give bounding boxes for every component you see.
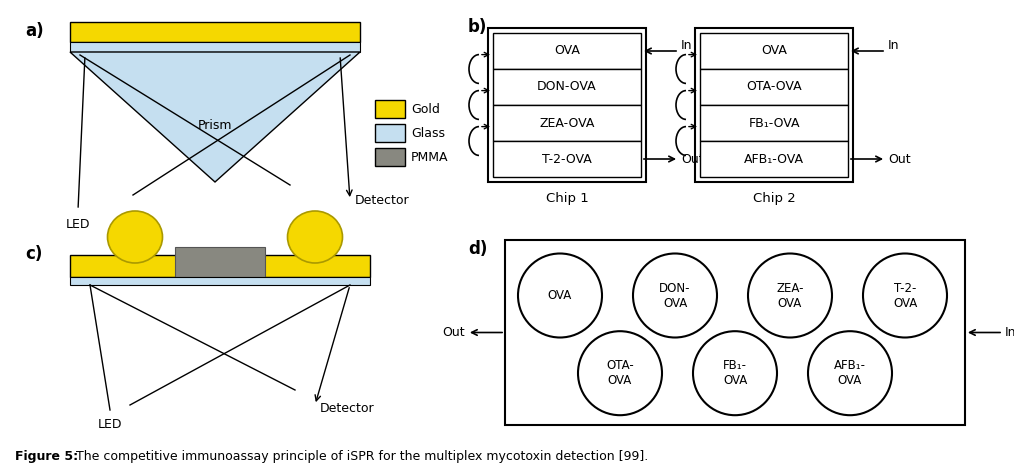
Text: FB₁-OVA: FB₁-OVA xyxy=(748,116,800,130)
Text: FB₁-
OVA: FB₁- OVA xyxy=(723,359,747,387)
Circle shape xyxy=(863,254,947,338)
Bar xyxy=(260,255,370,277)
Circle shape xyxy=(808,331,892,415)
Bar xyxy=(488,28,646,182)
Text: PMMA: PMMA xyxy=(411,150,448,164)
Bar xyxy=(375,100,405,118)
Bar xyxy=(375,148,405,166)
Text: DON-
OVA: DON- OVA xyxy=(659,281,691,309)
Bar xyxy=(70,255,180,277)
Text: b): b) xyxy=(468,18,488,36)
Text: The competitive immunoassay principle of iSPR for the multiplex mycotoxin detect: The competitive immunoassay principle of… xyxy=(72,450,648,463)
Polygon shape xyxy=(70,52,360,182)
Circle shape xyxy=(518,254,602,338)
Text: OVA: OVA xyxy=(554,44,580,58)
Text: c): c) xyxy=(25,245,43,263)
Text: In: In xyxy=(1005,326,1014,339)
Text: Detector: Detector xyxy=(320,402,374,414)
Text: Out: Out xyxy=(681,152,704,166)
Ellipse shape xyxy=(107,211,162,263)
Bar xyxy=(70,277,370,285)
Text: a): a) xyxy=(25,22,44,40)
Bar xyxy=(70,22,360,42)
Text: ZEA-OVA: ZEA-OVA xyxy=(539,116,594,130)
Text: OTA-
OVA: OTA- OVA xyxy=(606,359,634,387)
Text: AFB₁-
OVA: AFB₁- OVA xyxy=(834,359,866,387)
Bar xyxy=(700,141,848,177)
Bar xyxy=(493,141,641,177)
Bar xyxy=(700,69,848,105)
Text: LED: LED xyxy=(66,218,90,231)
Bar xyxy=(375,124,405,142)
Bar xyxy=(700,33,848,69)
Bar xyxy=(700,105,848,141)
Text: Chip 1: Chip 1 xyxy=(546,192,588,205)
Text: OVA: OVA xyxy=(762,44,787,58)
Circle shape xyxy=(633,254,717,338)
Text: T-2-
OVA: T-2- OVA xyxy=(893,281,917,309)
Bar xyxy=(493,105,641,141)
Text: Prism: Prism xyxy=(198,119,232,131)
Text: In: In xyxy=(681,39,693,52)
Text: OTA-OVA: OTA-OVA xyxy=(746,80,802,94)
Circle shape xyxy=(748,254,832,338)
Bar xyxy=(493,33,641,69)
Bar xyxy=(175,247,265,277)
Text: Detector: Detector xyxy=(355,193,410,207)
Bar xyxy=(493,69,641,105)
Text: Out: Out xyxy=(442,326,465,339)
Circle shape xyxy=(578,331,662,415)
Text: Gold: Gold xyxy=(411,103,440,115)
Bar xyxy=(505,240,965,425)
Text: LED: LED xyxy=(97,418,123,431)
Text: Chip 2: Chip 2 xyxy=(752,192,795,205)
Text: Figure 5:: Figure 5: xyxy=(15,450,78,463)
Circle shape xyxy=(693,331,777,415)
Text: DON-OVA: DON-OVA xyxy=(537,80,597,94)
Text: OVA: OVA xyxy=(548,289,572,302)
Text: T-2-OVA: T-2-OVA xyxy=(542,152,592,166)
Ellipse shape xyxy=(288,211,343,263)
Bar xyxy=(695,28,853,182)
Text: Out: Out xyxy=(888,152,911,166)
Text: ZEA-
OVA: ZEA- OVA xyxy=(777,281,804,309)
Text: AFB₁-OVA: AFB₁-OVA xyxy=(744,152,804,166)
Text: In: In xyxy=(888,39,899,52)
Text: Glass: Glass xyxy=(411,126,445,140)
Bar xyxy=(70,42,360,52)
Text: d): d) xyxy=(468,240,488,258)
